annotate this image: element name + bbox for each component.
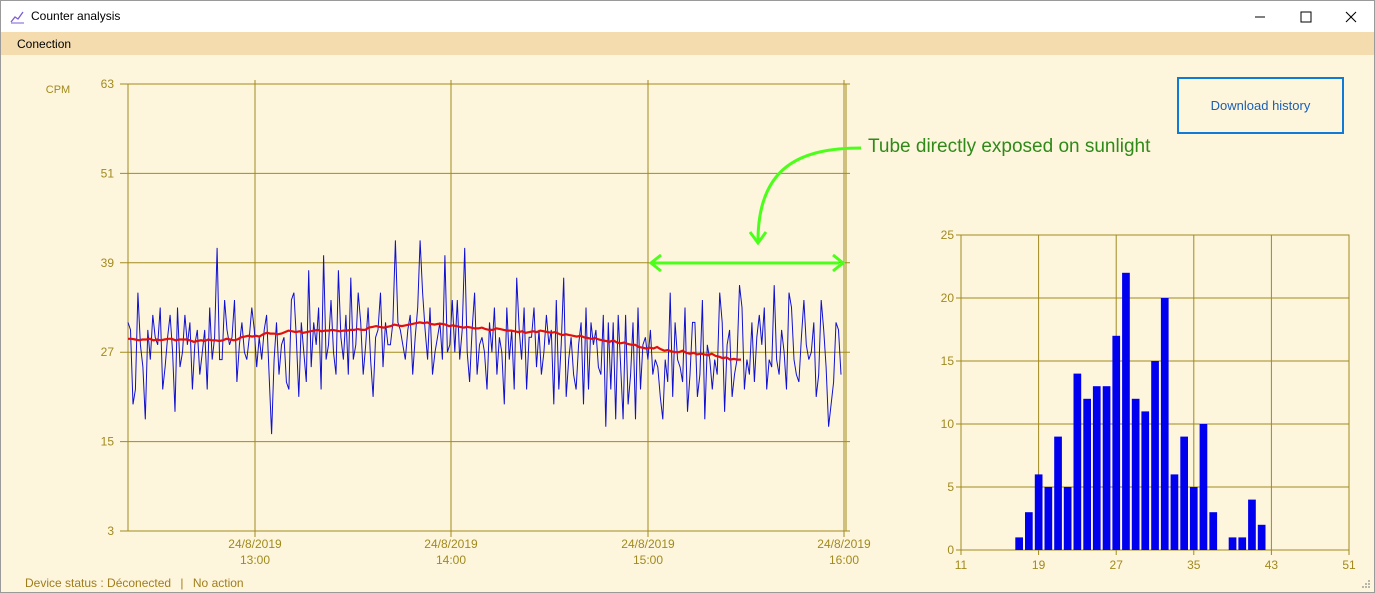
action-status: No action bbox=[192, 576, 244, 590]
histogram-bar bbox=[1102, 386, 1111, 550]
hist-x-tick-label: 19 bbox=[1032, 558, 1046, 572]
histogram-bar bbox=[1248, 499, 1256, 550]
status-bar: Device status : Déconected | No action bbox=[25, 576, 250, 590]
hist-y-tick-label: 15 bbox=[941, 354, 955, 368]
maximize-icon bbox=[1300, 11, 1312, 22]
menu-bar: Conection bbox=[1, 32, 1374, 55]
average-cpm-line bbox=[128, 321, 741, 361]
cpm-histogram: 0 5 10 15 20 25 11 19 27 35 43 51 bbox=[941, 228, 1356, 572]
close-button[interactable] bbox=[1328, 1, 1374, 32]
hist-x-tick-label: 51 bbox=[1342, 558, 1356, 572]
histogram-bar bbox=[1112, 335, 1121, 550]
histogram-bar bbox=[1025, 512, 1033, 550]
x-tick-date: 24/8/2019 bbox=[621, 537, 675, 551]
annotation-right-arrowhead bbox=[832, 253, 846, 273]
hist-y-tick-label: 0 bbox=[947, 543, 954, 557]
histogram-bar bbox=[1257, 524, 1266, 550]
histogram-bar bbox=[1034, 474, 1043, 550]
y-tick-label: 15 bbox=[101, 435, 115, 449]
close-icon bbox=[1345, 11, 1357, 22]
histogram-bar bbox=[1209, 512, 1218, 550]
y-tick-label: 39 bbox=[101, 256, 115, 270]
annotation-pointer-curve bbox=[756, 146, 862, 242]
x-tick-time: 16:00 bbox=[829, 553, 859, 567]
hist-x-tick-label: 11 bbox=[955, 558, 968, 572]
window-title: Counter analysis bbox=[31, 9, 121, 23]
histogram-bar bbox=[1180, 436, 1188, 550]
download-history-button[interactable]: Download history bbox=[1177, 77, 1344, 134]
x-tick-time: 14:00 bbox=[436, 553, 466, 567]
x-tick-date: 24/8/2019 bbox=[424, 537, 478, 551]
chart-app-icon bbox=[10, 11, 24, 24]
histogram-bar bbox=[1151, 361, 1159, 550]
y-axis-label: CPM bbox=[46, 84, 70, 96]
y-tick-label: 27 bbox=[101, 345, 115, 359]
histogram-bar bbox=[1131, 398, 1140, 550]
histogram-bar bbox=[1122, 272, 1130, 550]
histogram-bar bbox=[1170, 474, 1179, 550]
maximize-button[interactable] bbox=[1283, 1, 1329, 32]
x-tick-time: 13:00 bbox=[240, 553, 270, 567]
title-bar: Counter analysis bbox=[1, 1, 1374, 32]
y-tick-label: 3 bbox=[107, 524, 114, 538]
x-tick-time: 15:00 bbox=[633, 553, 663, 567]
histogram-bar bbox=[1092, 386, 1101, 550]
annotation-left-arrowhead bbox=[648, 253, 662, 273]
x-tick-date: 24/8/2019 bbox=[817, 537, 871, 551]
resize-grip-icon[interactable] bbox=[1361, 579, 1371, 589]
histogram-bar bbox=[1228, 537, 1237, 550]
hist-y-tick-label: 10 bbox=[941, 417, 955, 431]
y-tick-label: 51 bbox=[101, 166, 115, 180]
hist-x-tick-label: 43 bbox=[1265, 558, 1279, 572]
y-tick-label: 63 bbox=[101, 77, 115, 91]
histogram-bar bbox=[1054, 436, 1062, 550]
histogram-bar bbox=[1141, 411, 1150, 550]
status-separator: | bbox=[180, 576, 184, 590]
histogram-bar bbox=[1189, 487, 1198, 550]
minimize-button[interactable] bbox=[1237, 1, 1283, 32]
histogram-bar bbox=[1199, 424, 1208, 550]
histogram-bar bbox=[1063, 487, 1072, 550]
sunlight-annotation: Tube directly exposed on sunlight bbox=[868, 136, 1151, 157]
hist-y-tick-label: 20 bbox=[941, 291, 955, 305]
hist-x-tick-label: 35 bbox=[1187, 558, 1201, 572]
hist-y-tick-label: 25 bbox=[941, 228, 955, 242]
hist-y-tick-label: 5 bbox=[947, 480, 954, 494]
histogram-bar bbox=[1044, 487, 1053, 550]
histogram-bar bbox=[1083, 398, 1091, 550]
hist-x-tick-label: 27 bbox=[1110, 558, 1124, 572]
histogram-bar bbox=[1238, 537, 1247, 550]
menu-item-conection[interactable]: Conection bbox=[17, 37, 72, 51]
minimize-icon bbox=[1255, 16, 1265, 17]
histogram-bar bbox=[1015, 537, 1023, 550]
histogram-bar bbox=[1160, 298, 1169, 550]
device-status: Device status : Déconected bbox=[25, 576, 172, 590]
x-tick-date: 24/8/2019 bbox=[228, 537, 282, 551]
histogram-bar bbox=[1073, 373, 1082, 550]
cpm-time-chart: 63 51 39 27 15 3 CPM 24/8/2019 13:00 24/8/2019 14:… bbox=[46, 77, 871, 567]
raw-cpm-line bbox=[127, 240, 842, 435]
annotation-pointer-arrowhead bbox=[748, 231, 768, 246]
